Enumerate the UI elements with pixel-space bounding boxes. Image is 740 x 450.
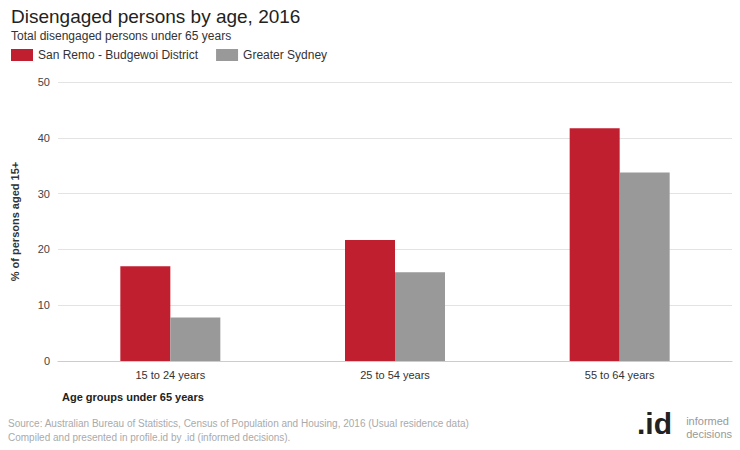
svg-text:40: 40: [38, 132, 50, 144]
svg-text:decisions: decisions: [686, 428, 732, 440]
svg-text:10: 10: [38, 299, 50, 311]
svg-text:Compiled and presented in prof: Compiled and presented in profile.id by …: [8, 432, 290, 443]
svg-text:informed: informed: [686, 415, 729, 427]
svg-text:15 to 24 years: 15 to 24 years: [135, 369, 205, 381]
svg-text:0: 0: [44, 355, 50, 367]
svg-text:20: 20: [38, 243, 50, 255]
svg-text:% of persons aged 15+: % of persons aged 15+: [9, 162, 21, 282]
svg-text:30: 30: [38, 188, 50, 200]
svg-text:San Remo - Budgewoi District: San Remo - Budgewoi District: [38, 48, 199, 62]
svg-text:Greater Sydney: Greater Sydney: [243, 48, 327, 62]
svg-text:25 to 54 years: 25 to 54 years: [360, 369, 430, 381]
svg-text:Disengaged persons by age, 201: Disengaged persons by age, 2016: [11, 6, 300, 27]
svg-text:50: 50: [38, 76, 50, 88]
svg-text:Total disengaged persons under: Total disengaged persons under 65 years: [11, 29, 231, 43]
svg-text:.id: .id: [637, 407, 672, 440]
svg-text:Source: Australian Bureau of S: Source: Australian Bureau of Statistics,…: [8, 418, 469, 429]
svg-text:Age groups under 65 years: Age groups under 65 years: [62, 391, 204, 403]
svg-text:55 to 64 years: 55 to 64 years: [585, 369, 655, 381]
